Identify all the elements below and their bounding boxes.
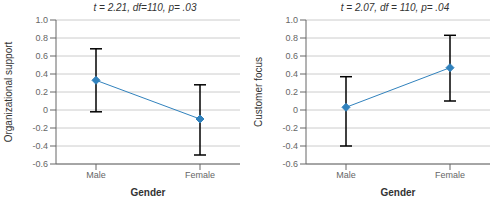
svg-text:Male: Male [86,170,106,180]
svg-text:0.4: 0.4 [285,69,298,79]
svg-text:-0.4: -0.4 [282,141,298,151]
svg-text:Gender: Gender [130,187,165,198]
svg-text:Organizational support: Organizational support [8,41,14,142]
svg-text:0: 0 [293,105,298,115]
svg-text:-0.2: -0.2 [282,123,298,133]
svg-text:0.2: 0.2 [35,87,48,97]
svg-text:1.0: 1.0 [35,16,48,25]
svg-text:0.4: 0.4 [35,69,48,79]
svg-text:-0.2: -0.2 [32,123,48,133]
svg-text:Male: Male [336,170,356,180]
svg-text:1.0: 1.0 [285,16,298,25]
svg-text:0.8: 0.8 [285,33,298,43]
svg-text:Customer focus: Customer focus [253,57,264,127]
svg-text:0.6: 0.6 [35,51,48,61]
svg-text:0.2: 0.2 [285,87,298,97]
html-text:t = 2.07, df = 110, p= .04: t = 2.07, df = 110, p= .04 [340,2,450,13]
svg-text:0.6: 0.6 [285,51,298,61]
svg-text:-0.6: -0.6 [282,159,298,169]
svg-text:0.8: 0.8 [35,33,48,43]
svg-text:0: 0 [43,105,48,115]
svg-text:Female: Female [185,170,215,180]
svg-text:Gender: Gender [380,187,415,198]
html-text:t = 2.21, df=110, p= .03: t = 2.21, df=110, p= .03 [93,2,197,13]
svg-text:Female: Female [435,170,465,180]
svg-text:-0.4: -0.4 [32,141,48,151]
svg-text:-0.6: -0.6 [32,159,48,169]
